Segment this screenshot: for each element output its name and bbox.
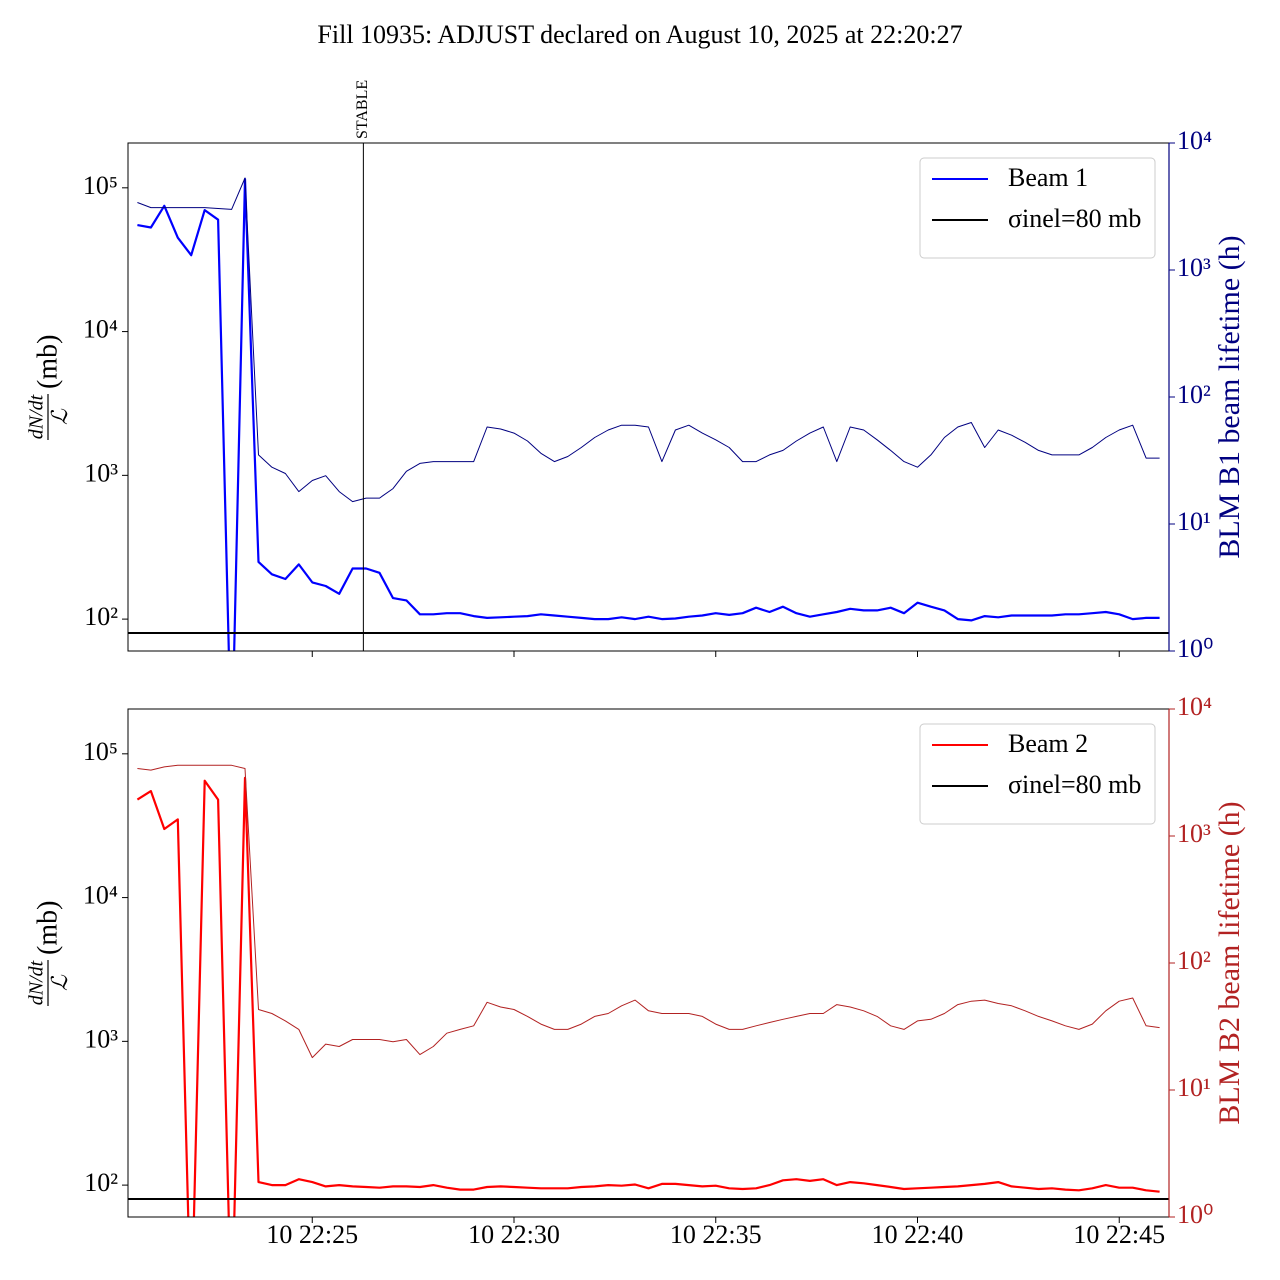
y-tick-label: 10⁵ bbox=[83, 737, 118, 766]
y2-tick-label: 10⁴ bbox=[1177, 126, 1212, 155]
series-line bbox=[136, 776, 1160, 1217]
y2-tick-label: 10² bbox=[1177, 380, 1211, 409]
y-label-denominator: ℒ bbox=[47, 408, 72, 425]
series-line bbox=[137, 764, 1160, 1059]
x-tick-label: 10 22:45 bbox=[1073, 1220, 1165, 1249]
y2-axis-label: BLM B1 beam lifetime (h) bbox=[1213, 235, 1246, 558]
y-label-denominator: ℒ bbox=[47, 974, 72, 991]
y-tick-label: 10² bbox=[84, 1168, 118, 1197]
y-label-unit: (mb) bbox=[32, 901, 63, 955]
y2-tick-label: 10¹ bbox=[1177, 1073, 1211, 1102]
y-axis-label: dN/dt ℒ (mb) bbox=[26, 335, 72, 440]
legend-label: σinel=80 mb bbox=[1008, 770, 1141, 799]
y2-axis-label: BLM B2 beam lifetime (h) bbox=[1213, 801, 1246, 1124]
series-line bbox=[137, 177, 1160, 503]
y-label-numerator: dN/dt bbox=[26, 960, 48, 1005]
legend-label: σinel=80 mb bbox=[1008, 204, 1141, 233]
y2-tick-label: 10² bbox=[1177, 946, 1211, 975]
y-tick-label: 10⁴ bbox=[83, 881, 118, 910]
legend-label: Beam 2 bbox=[1008, 729, 1088, 758]
y2-tick-label: 10⁴ bbox=[1177, 692, 1212, 721]
y2-tick-label: 10⁰ bbox=[1177, 634, 1213, 663]
figure-title: Fill 10935: ADJUST declared on August 10… bbox=[317, 20, 962, 49]
y-tick-label: 10³ bbox=[84, 1024, 118, 1053]
x-tick-label: 10 22:25 bbox=[266, 1220, 358, 1249]
y2-tick-label: 10³ bbox=[1177, 253, 1211, 282]
y2-tick-label: 10³ bbox=[1177, 819, 1211, 848]
y-tick-label: 10⁴ bbox=[83, 315, 118, 344]
legend-box bbox=[919, 157, 1156, 259]
x-tick-label: 10 22:35 bbox=[670, 1220, 762, 1249]
y2-tick-label: 10⁰ bbox=[1177, 1200, 1213, 1229]
plot-area bbox=[128, 764, 1169, 1217]
x-tick-label: 10 22:30 bbox=[468, 1220, 560, 1249]
plot-area bbox=[128, 177, 1169, 651]
y-label-unit: (mb) bbox=[32, 335, 63, 389]
series-line bbox=[137, 178, 1160, 651]
y-tick-label: 10⁵ bbox=[83, 171, 118, 200]
y-tick-label: 10² bbox=[84, 602, 118, 631]
y-tick-label: 10³ bbox=[84, 458, 118, 487]
legend-label: Beam 1 bbox=[1008, 163, 1088, 192]
x-tick-label: 10 22:40 bbox=[872, 1220, 964, 1249]
y-axis-label: dN/dt ℒ (mb) bbox=[26, 901, 72, 1006]
y-label-numerator: dN/dt bbox=[26, 394, 48, 439]
legend-box bbox=[919, 723, 1156, 825]
annotation-label: STABLE bbox=[354, 80, 371, 139]
y2-tick-label: 10¹ bbox=[1177, 507, 1211, 536]
